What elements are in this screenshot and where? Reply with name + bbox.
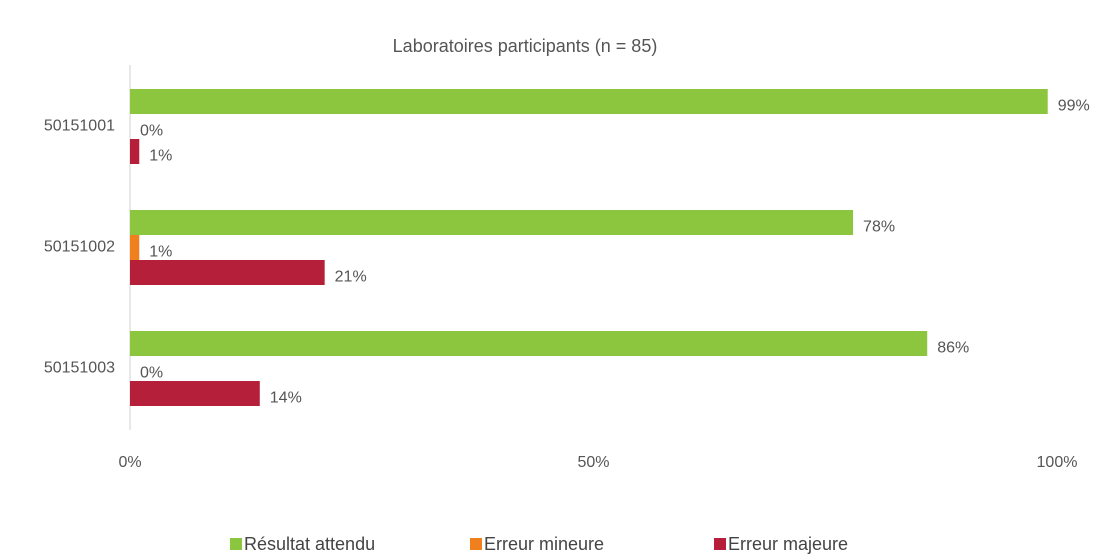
- y-tick-label: 50151001: [44, 118, 115, 135]
- data-label: 78%: [863, 219, 895, 236]
- data-label: 0%: [140, 365, 163, 382]
- legend-swatch: [230, 538, 242, 550]
- x-tick-label: 100%: [1037, 454, 1078, 471]
- bar: [130, 89, 1048, 114]
- legend-swatch: [470, 538, 482, 550]
- bar: [130, 381, 260, 406]
- bar: [130, 235, 140, 260]
- bar: [130, 331, 928, 356]
- y-tick-label: 50151002: [44, 239, 115, 256]
- legend-label: Erreur mineure: [484, 534, 604, 554]
- data-label: 0%: [140, 123, 163, 140]
- chart-title: Laboratoires participants (n = 85): [393, 36, 658, 56]
- legend-label: Erreur majeure: [728, 534, 848, 554]
- data-label: 14%: [270, 390, 302, 407]
- y-tick-label: 50151003: [44, 360, 115, 377]
- x-tick-label: 50%: [577, 454, 609, 471]
- bar: [130, 260, 325, 285]
- data-label: 86%: [937, 340, 969, 357]
- data-label: 21%: [335, 269, 367, 286]
- x-tick-label: 0%: [118, 454, 141, 471]
- bar: [130, 210, 854, 235]
- bar: [130, 139, 140, 164]
- legend-swatch: [714, 538, 726, 550]
- data-label: 1%: [149, 148, 172, 165]
- data-label: 99%: [1058, 98, 1090, 115]
- data-label: 1%: [149, 244, 172, 261]
- legend-label: Résultat attendu: [244, 534, 375, 554]
